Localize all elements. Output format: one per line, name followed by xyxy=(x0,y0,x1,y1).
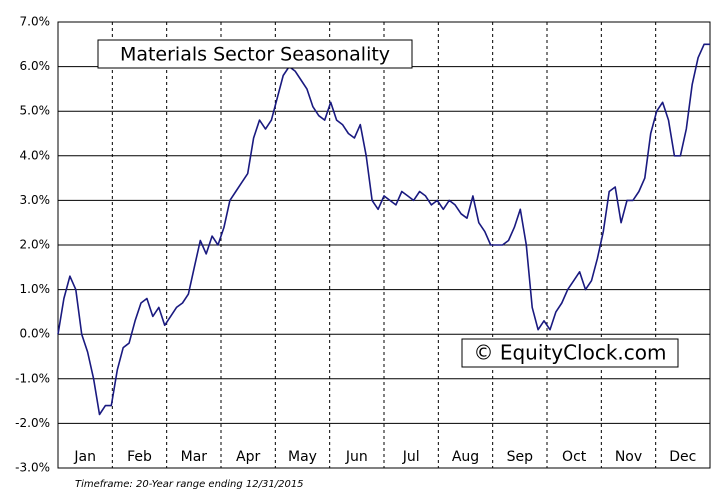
y-tick-label: -3.0% xyxy=(15,461,50,475)
line xyxy=(57,43,710,416)
x-tick-label: Apr xyxy=(236,449,260,465)
y-tick-label: 1.0% xyxy=(20,282,51,296)
y-tick-label: -1.0% xyxy=(15,371,50,385)
footnote: Timeframe: 20-Year range ending 12/31/20… xyxy=(75,479,304,490)
x-tick-label: May xyxy=(288,449,317,465)
watermark: © EquityClock.com xyxy=(473,341,666,365)
chart-title: Materials Sector Seasonality xyxy=(120,44,390,66)
y-tick-label: 7.0% xyxy=(20,15,51,29)
y-tick-label: 6.0% xyxy=(20,59,51,73)
x-tick-label: Jun xyxy=(345,449,368,465)
watermark-box xyxy=(461,338,679,368)
x-tick-label: Jan xyxy=(73,449,96,465)
y-tick-label: 4.0% xyxy=(20,148,51,162)
x-tick-label: Sep xyxy=(507,449,534,465)
x-tick-label: Feb xyxy=(127,449,152,465)
x-tick-label: Mar xyxy=(181,449,208,465)
x-tick-label: Jul xyxy=(402,449,420,465)
y-tick-label: 0.0% xyxy=(20,327,51,341)
y-tick-label: 2.0% xyxy=(20,238,51,252)
y-tick-label: -2.0% xyxy=(15,416,50,430)
x-tick-label: Oct xyxy=(562,449,587,465)
y-tick-label: 5.0% xyxy=(20,104,51,118)
x-tick-label: Aug xyxy=(452,449,479,465)
title-box xyxy=(97,39,413,69)
x-tick-label: Dec xyxy=(669,449,696,465)
x-tick-label: Nov xyxy=(615,449,642,465)
y-tick-label: 3.0% xyxy=(20,193,51,207)
